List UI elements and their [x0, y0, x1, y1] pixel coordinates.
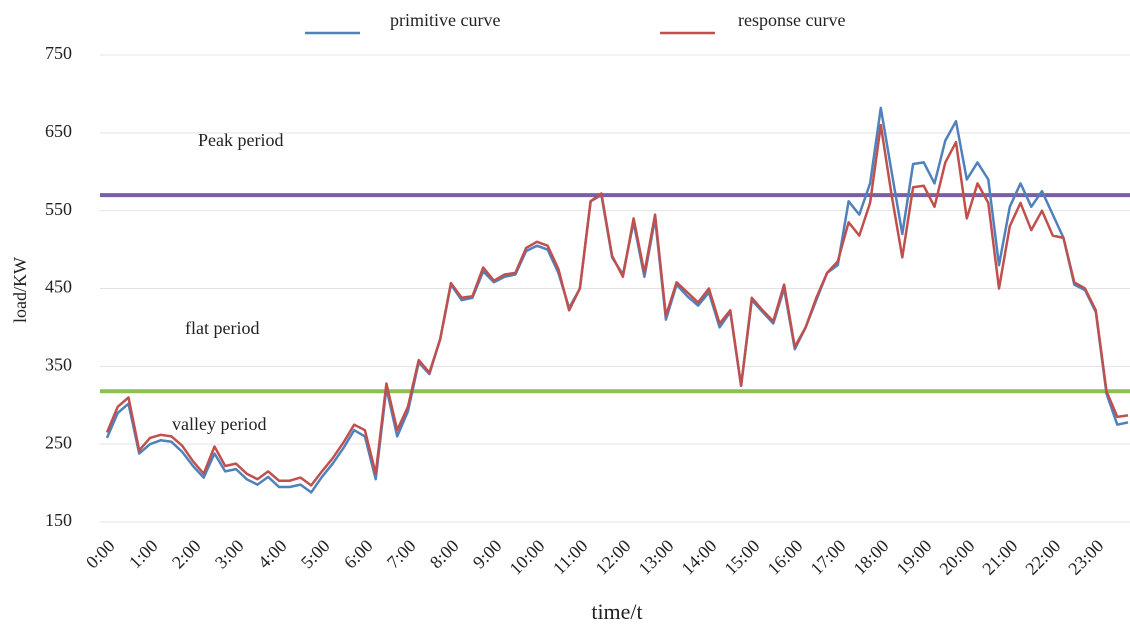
- x-tick-label: 20:00: [935, 536, 978, 579]
- y-tick-label: 150: [45, 510, 72, 530]
- x-tick-label: 7:00: [383, 536, 420, 573]
- x-tick-label: 9:00: [469, 536, 506, 573]
- y-tick-label: 450: [45, 277, 72, 297]
- x-tick-label: 15:00: [720, 536, 763, 579]
- x-axis-label: time/t: [591, 599, 642, 624]
- y-tick-label: 250: [45, 432, 72, 452]
- y-axis-label: load/KW: [10, 257, 30, 323]
- x-tick-label: 12:00: [591, 536, 634, 579]
- y-tick-label: 750: [45, 43, 72, 63]
- x-tick-label: 16:00: [763, 536, 806, 579]
- x-tick-label: 11:00: [549, 536, 592, 579]
- series-line: [105, 106, 1129, 494]
- y-tick-label: 550: [45, 199, 72, 219]
- x-tick-label: 6:00: [340, 536, 377, 573]
- x-tick-label: 3:00: [211, 536, 248, 573]
- x-tick-label: 5:00: [297, 536, 334, 573]
- x-tick-label: 17:00: [806, 536, 849, 579]
- x-tick-label: 0:00: [82, 536, 119, 573]
- x-tick-label: 23:00: [1064, 536, 1107, 579]
- legend-label: response curve: [738, 10, 845, 30]
- legend-label: primitive curve: [390, 10, 500, 30]
- annotation: flat period: [185, 318, 259, 338]
- x-tick-label: 8:00: [426, 536, 463, 573]
- x-tick-label: 4:00: [254, 536, 291, 573]
- x-tick-label: 14:00: [677, 536, 720, 579]
- x-tick-label: 21:00: [978, 536, 1021, 579]
- x-tick-label: 2:00: [168, 536, 205, 573]
- x-tick-label: 22:00: [1021, 536, 1064, 579]
- y-tick-label: 350: [45, 354, 72, 374]
- x-tick-label: 10:00: [505, 536, 548, 579]
- annotation: valley period: [172, 414, 266, 434]
- x-tick-label: 19:00: [892, 536, 935, 579]
- x-tick-label: 18:00: [849, 536, 892, 579]
- x-tick-label: 13:00: [634, 536, 677, 579]
- annotation: Peak period: [198, 130, 283, 150]
- y-tick-label: 650: [45, 121, 72, 141]
- x-tick-label: 1:00: [125, 536, 162, 573]
- series-line: [105, 123, 1129, 487]
